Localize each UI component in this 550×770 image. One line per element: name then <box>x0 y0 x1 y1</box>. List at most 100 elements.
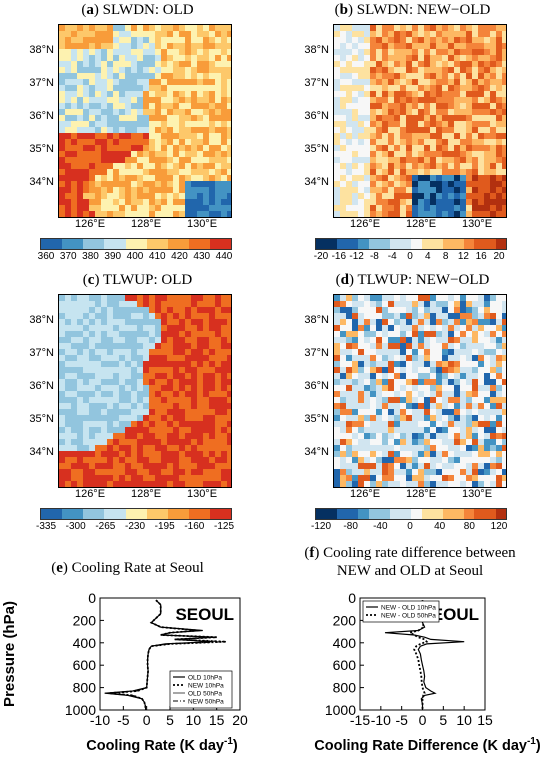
colorbar-segment <box>93 509 105 519</box>
colorbar-segment <box>337 239 348 249</box>
x-axis-label: Cooling Rate (K day-1) <box>86 736 238 754</box>
map-field-image <box>334 25 506 217</box>
colorbar-tick-label: 380 <box>82 251 99 262</box>
lon-label: 130°E <box>461 488 493 500</box>
y-tick-label: 400 <box>73 635 97 651</box>
panel-letter: b <box>339 2 348 18</box>
colorbar-tick-label: 20 <box>493 251 505 262</box>
y-tick-label: 200 <box>333 612 357 628</box>
colorbar-segment <box>347 509 359 519</box>
colorbar-tick-label: -230 <box>124 521 146 532</box>
lat-label: 35°N <box>304 143 329 155</box>
colorbar-segment <box>379 239 390 249</box>
colorbar-labels: -120 -80 -40 0 40 80 120 <box>311 521 507 535</box>
colorbar-tick-label: 0 <box>407 251 413 262</box>
panel-e-title: (e) Cooling Rate at Seoul <box>51 560 204 576</box>
y-tick-label: 400 <box>333 635 357 651</box>
colorbar-tick-label: -16 <box>331 251 347 262</box>
colorbar-segment <box>358 239 369 249</box>
colorbar-tick-label: 80 <box>463 521 475 532</box>
colorbar-segment <box>178 239 189 249</box>
x-tick-label: -15 <box>350 712 370 728</box>
lat-label: 36°N <box>304 110 329 122</box>
panel-b-title: (b) SLWDN: NEW−OLD <box>334 2 491 18</box>
colorbar-tick-label: -8 <box>369 251 379 262</box>
colorbar-segment <box>199 239 210 249</box>
lat-label: 35°N <box>29 413 54 425</box>
lon-label: 126°E <box>74 218 106 230</box>
colorbar <box>40 238 232 250</box>
y-tick-label: 1000 <box>65 702 96 718</box>
colorbar-segment <box>379 509 390 519</box>
colorbar-tick-label: -125 <box>213 521 235 532</box>
y-axis-label: Pressure (hPa) <box>1 601 18 707</box>
colorbar <box>315 238 507 250</box>
colorbar-segment <box>157 509 168 519</box>
colorbar-segment <box>337 509 348 519</box>
colorbar-labels: 360 370 380 390 400 410 420 430 440 <box>38 251 233 265</box>
colorbar-segment <box>495 239 507 249</box>
colorbar-segment <box>62 239 73 249</box>
series-line-1 <box>407 600 429 710</box>
panel-title-text: TLWUP: NEW−OLD <box>357 272 490 288</box>
colorbar-tick-label: 0 <box>407 521 413 532</box>
lon-label: 130°E <box>186 488 218 500</box>
lat-label: 38°N <box>304 44 329 56</box>
colorbar-segment <box>146 509 158 519</box>
x-tick-label: -10 <box>90 712 110 728</box>
legend-box <box>362 600 440 623</box>
legend-label: OLD 10hPa <box>188 675 222 682</box>
colorbar-segment <box>400 239 412 249</box>
panel-a-title: (a) SLWDN: OLD <box>81 2 194 18</box>
colorbar-segment <box>432 239 443 249</box>
colorbar-tick-label: -300 <box>65 521 86 532</box>
colorbar-segment <box>220 509 232 519</box>
map-field-image <box>59 295 231 487</box>
x-tick-label: 5 <box>166 712 174 728</box>
legend-label: NEW 50hPa <box>188 699 224 706</box>
colorbar-tick-label: 400 <box>126 251 144 262</box>
colorbar-segment <box>72 239 84 249</box>
x-axis-label-exponent: -1 <box>224 736 233 747</box>
y-tick-label: 600 <box>333 657 357 673</box>
colorbar-tick-label: 420 <box>171 251 188 262</box>
colorbar-segment <box>62 509 73 519</box>
panel-title-text: SLWDN: OLD <box>102 2 194 18</box>
colorbar-segment <box>485 239 496 249</box>
lat-label: 34°N <box>29 176 54 188</box>
colorbar-tick-label: -12 <box>349 251 364 262</box>
colorbar-segment <box>136 239 147 249</box>
colorbar-tick-label: 390 <box>104 251 122 262</box>
x-tick-label: -5 <box>117 712 130 728</box>
colorbar-segment <box>167 239 179 249</box>
colorbar-segment <box>411 509 422 519</box>
colorbar-tick-label: 440 <box>215 251 233 262</box>
x-tick-label: 10 <box>186 712 202 728</box>
colorbar-segment <box>316 509 327 519</box>
x-tick-label: 0 <box>419 712 427 728</box>
colorbar-segment <box>474 509 485 519</box>
x-axis-label: Cooling Rate Difference (K day-1) <box>314 736 541 754</box>
panel-c: (c) TLWUP: OLD 38°N 37°N 36°N 35°N 34°N 126°E 1… <box>0 270 275 538</box>
colorbar-segment <box>167 509 179 519</box>
series-line-3 <box>109 599 227 711</box>
x-axis-label-text: Cooling Rate (K day <box>86 738 224 754</box>
colorbar-segment <box>188 509 200 519</box>
colorbar-labels: -335 -300 -265 -230 -195 -160 -125 <box>36 521 234 535</box>
lat-label: 34°N <box>304 176 329 188</box>
lon-label: 126°E <box>349 218 381 230</box>
legend-label: NEW - OLD 10hPa <box>381 605 436 612</box>
colorbar-segment <box>421 239 433 249</box>
colorbar-segment <box>442 239 454 249</box>
lat-label: 34°N <box>304 446 329 458</box>
colorbar-tick-label: 370 <box>59 251 77 262</box>
lat-label: 38°N <box>29 314 54 326</box>
colorbar-tick-label: 410 <box>148 251 166 262</box>
panel-e-letter: e <box>56 560 63 576</box>
lon-label: 128°E <box>405 218 437 230</box>
lon-label: 128°E <box>405 488 437 500</box>
colorbar-segment <box>41 239 52 249</box>
colorbar-segment <box>389 239 401 249</box>
colorbar-segment <box>146 239 158 249</box>
colorbar-segment <box>368 239 380 249</box>
